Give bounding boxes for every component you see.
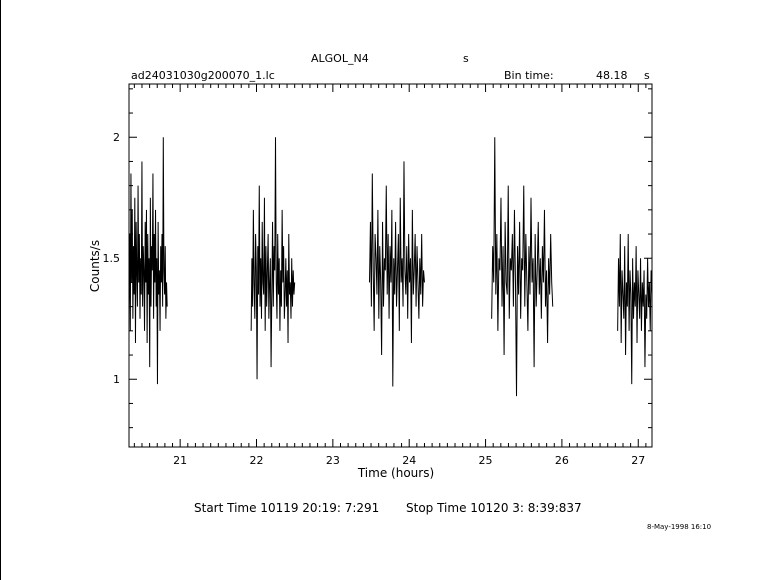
y-tick-label: 1 xyxy=(113,373,120,386)
object-name-label: ALGOL_N4 xyxy=(311,52,369,65)
light-curve-segment xyxy=(250,137,296,380)
x-tick-label: 24 xyxy=(402,454,416,467)
light-curve-segment xyxy=(369,161,425,387)
left-border xyxy=(0,0,1,580)
x-tick-label: 25 xyxy=(479,454,493,467)
x-tick-label: 23 xyxy=(326,454,340,467)
x-tick-label: 21 xyxy=(173,454,187,467)
y-tick-label: 2 xyxy=(113,131,120,144)
object-unit-label: s xyxy=(463,52,469,65)
file-name-label: ad24031030g200070_1.lc xyxy=(131,69,275,82)
start-time-label: Start Time 10119 20:19: 7:291 xyxy=(194,501,380,515)
bin-time-unit: s xyxy=(644,69,650,82)
light-curve-segment xyxy=(491,137,554,397)
y-axis-label: Counts/s xyxy=(88,240,102,292)
x-axis-label: Time (hours) xyxy=(357,466,434,480)
bin-time-label: Bin time: xyxy=(504,69,554,82)
x-tick-label: 27 xyxy=(631,454,645,467)
y-tick-label: 1.5 xyxy=(103,252,121,265)
plot-date-label: 8-May-1998 16:10 xyxy=(647,523,712,531)
x-tick-label: 26 xyxy=(555,454,569,467)
x-tick-label: 22 xyxy=(250,454,264,467)
bin-time-value: 48.18 xyxy=(596,69,628,82)
axis-tick-labels: 21 22 23 24 25 26 27 1 1.5 2 xyxy=(103,131,646,467)
stop-time-label: Stop Time 10120 3: 8:39:837 xyxy=(406,501,582,515)
light-curve-segment xyxy=(617,234,653,385)
light-curve-segment xyxy=(128,137,168,385)
light-curve-series xyxy=(128,137,653,397)
